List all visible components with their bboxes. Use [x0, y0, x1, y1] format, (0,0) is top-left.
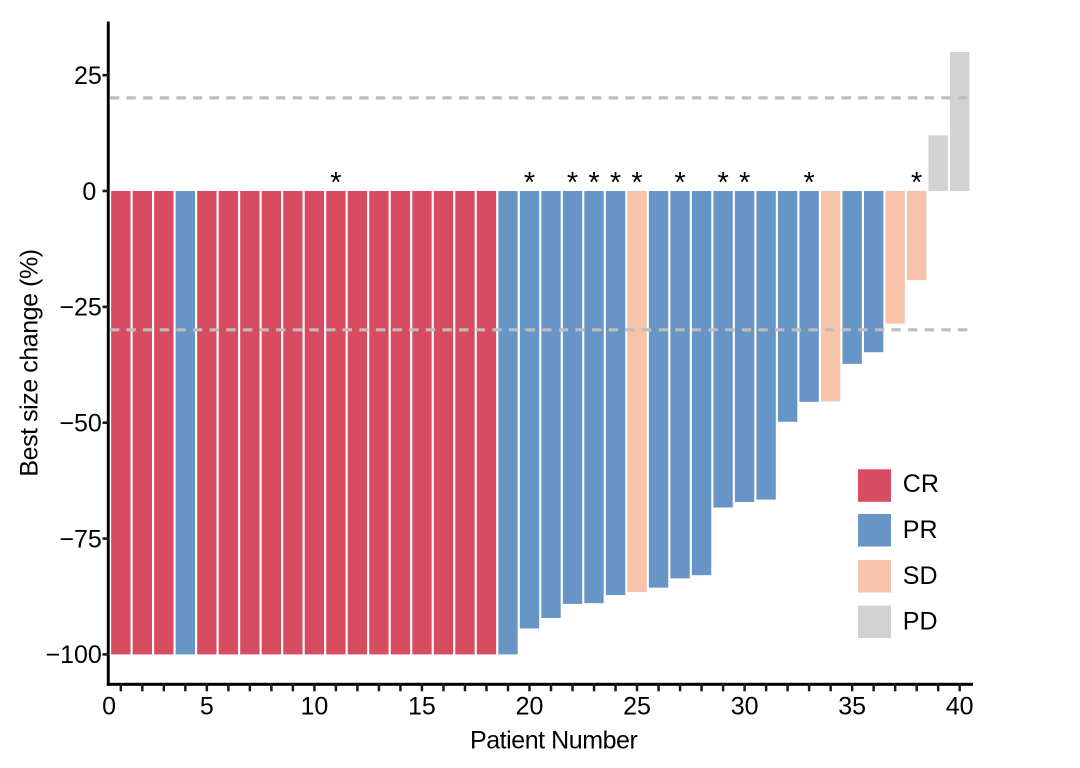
svg-text:5: 5 [200, 693, 214, 721]
svg-text:PR: PR [903, 516, 938, 544]
svg-text:*: * [330, 167, 341, 199]
svg-text:0: 0 [102, 693, 116, 721]
svg-text:Patient Number: Patient Number [470, 727, 638, 755]
svg-text:*: * [524, 167, 535, 199]
svg-text:*: * [717, 167, 728, 199]
svg-text:20: 20 [516, 693, 544, 721]
svg-text:*: * [588, 167, 599, 199]
svg-text:0: 0 [82, 178, 96, 206]
svg-text:30: 30 [731, 693, 759, 721]
svg-text:25: 25 [623, 693, 651, 721]
svg-text:*: * [631, 167, 642, 199]
svg-text:*: * [610, 167, 621, 199]
svg-text:Best size change (%): Best size change (%) [16, 249, 44, 476]
svg-text:40: 40 [946, 693, 974, 721]
svg-text:*: * [911, 167, 922, 199]
svg-text:−50: −50 [59, 410, 101, 438]
svg-text:SD: SD [903, 562, 938, 590]
svg-text:25: 25 [74, 62, 102, 90]
svg-text:PD: PD [903, 608, 938, 636]
svg-text:10: 10 [300, 693, 328, 721]
svg-text:−75: −75 [59, 525, 101, 553]
svg-text:*: * [567, 167, 578, 199]
svg-text:*: * [739, 167, 750, 199]
svg-text:15: 15 [408, 693, 436, 721]
svg-text:CR: CR [903, 470, 939, 498]
svg-text:*: * [803, 167, 814, 199]
svg-text:35: 35 [838, 693, 866, 721]
svg-text:*: * [674, 167, 685, 199]
svg-text:−100: −100 [45, 641, 101, 669]
svg-text:−25: −25 [59, 294, 101, 322]
